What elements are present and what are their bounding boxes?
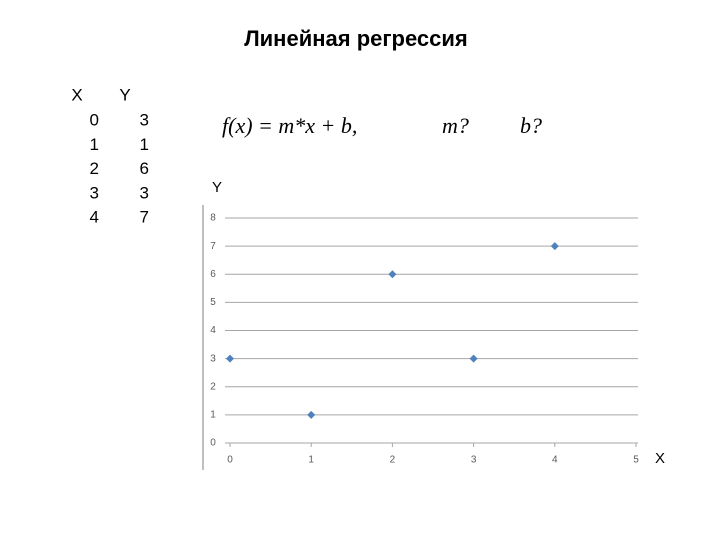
x-tick-label: 2 bbox=[390, 455, 396, 466]
y-tick-label: 0 bbox=[210, 438, 216, 449]
y-tick-label: 6 bbox=[210, 269, 216, 280]
table-cell: 3 bbox=[90, 183, 99, 202]
y-tick-label: 2 bbox=[210, 381, 216, 392]
x-tick-label: 5 bbox=[633, 455, 639, 466]
table-cell: 2 bbox=[90, 159, 99, 178]
table-cell: 3 bbox=[140, 110, 149, 129]
point bbox=[307, 410, 316, 419]
table-cell: 0 bbox=[90, 110, 99, 129]
slide-title: Линейная регрессия bbox=[244, 26, 468, 51]
unknown: b? bbox=[520, 113, 542, 138]
table-header: X bbox=[71, 85, 82, 104]
table-cell: 7 bbox=[140, 208, 149, 227]
y-tick-label: 1 bbox=[210, 410, 216, 421]
x-axis-label: X bbox=[655, 450, 665, 467]
table-cell: 1 bbox=[90, 135, 99, 154]
unknown: m? bbox=[442, 113, 469, 138]
table-cell: 3 bbox=[140, 183, 149, 202]
x-tick-label: 3 bbox=[471, 455, 477, 466]
x-tick-label: 4 bbox=[552, 455, 558, 466]
y-tick-label: 4 bbox=[210, 325, 216, 336]
x-tick-label: 0 bbox=[227, 455, 233, 466]
y-tick-label: 8 bbox=[210, 213, 216, 224]
formula: f(x) = m*x + b, bbox=[222, 113, 357, 138]
y-axis-label: Y bbox=[212, 179, 222, 196]
point bbox=[388, 270, 397, 279]
y-tick-label: 7 bbox=[210, 241, 216, 252]
table-header: Y bbox=[119, 85, 130, 104]
table-cell: 6 bbox=[140, 159, 149, 178]
table-cell: 4 bbox=[90, 208, 99, 227]
x-tick-label: 1 bbox=[308, 455, 314, 466]
point bbox=[226, 354, 234, 363]
y-tick-label: 5 bbox=[210, 297, 216, 308]
table-cell: 1 bbox=[140, 135, 149, 154]
point bbox=[469, 354, 478, 363]
y-tick-label: 3 bbox=[210, 353, 216, 364]
point bbox=[550, 242, 559, 251]
